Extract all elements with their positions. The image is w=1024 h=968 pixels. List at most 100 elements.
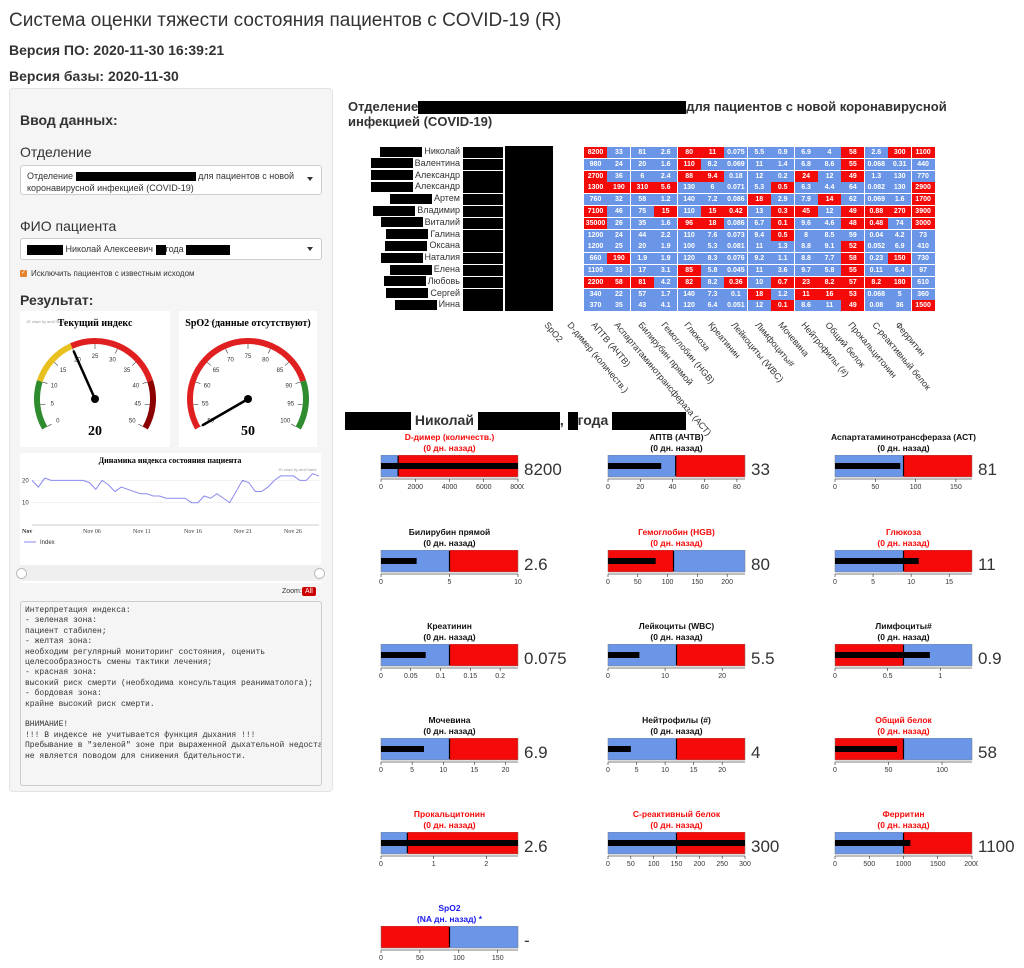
bullet-tick-label: 10	[661, 673, 669, 680]
bullet-tick-label: 100	[662, 579, 674, 586]
department-select[interactable]: Отделение для пациентов с новой коронави…	[20, 165, 322, 195]
bullet-range-high	[449, 644, 518, 666]
patient-heading: Николай , года	[345, 412, 687, 431]
bullet-tick-label: 1	[432, 861, 436, 868]
exclude-known-outcome-row: ✓ Исключить пациентов с известным исходо…	[20, 269, 195, 278]
heatmap-cell: 6.3	[794, 182, 818, 194]
heatmap-cell: 6.8	[794, 158, 818, 170]
heatmap-cell: 55	[841, 265, 865, 276]
heatmap-cell: 1200	[584, 241, 607, 253]
gauge-tick-label: 15	[60, 368, 67, 374]
gauge-tick	[195, 381, 201, 384]
heatmap-cell: 8.2	[701, 276, 724, 288]
bullet-tick-label: 80	[733, 484, 741, 491]
bullet-chart: 0 5 10	[379, 550, 522, 586]
gauge-tick	[131, 361, 137, 366]
scroll-handle-left[interactable]	[16, 568, 27, 579]
redacted-block	[463, 194, 503, 206]
lab-age: (0 дн. назад)	[877, 538, 930, 548]
heatmap-cell: 11	[794, 288, 818, 300]
bullet-tick-label: 2	[484, 861, 488, 868]
bullet-tick-label: 5	[448, 579, 452, 586]
heatmap-cell: 730	[911, 253, 935, 265]
heatmap-cell: 5.8	[818, 265, 841, 276]
heatmap-cell: 5.6	[654, 182, 678, 194]
heatmap-cell: 3.1	[654, 265, 678, 276]
heatmap-cell: 9.4	[747, 229, 771, 241]
lab-name: Лимфоциты#	[875, 621, 932, 631]
exclude-checkbox[interactable]: ✓	[20, 270, 27, 277]
heatmap-cell: 9.2	[747, 253, 771, 265]
gauge-tick	[193, 403, 199, 406]
scroll-handle-right[interactable]	[314, 568, 325, 579]
heatmap-patient-name: Наталия	[340, 252, 460, 263]
heatmap-cell: 4.6	[818, 217, 841, 229]
gauge-needle	[201, 397, 250, 427]
x-tick-label: Nov 21	[234, 529, 252, 535]
app-title: Система оценки тяжести состояния пациент…	[9, 10, 562, 31]
heatmap-cell: 190	[607, 253, 631, 265]
chart-scrollbar[interactable]	[16, 565, 325, 581]
lab-age: (0 дн. назад)	[877, 443, 930, 453]
heatmap-cell: 6	[630, 170, 654, 182]
lab-title: Гемоглобин (HGB) (0 дн. назад)	[567, 527, 787, 549]
heatmap-cell: 7.6	[701, 229, 724, 241]
bullet-value-bar	[381, 840, 518, 846]
heatmap-cell: 57	[841, 276, 865, 288]
heatmap-cell: 0.9	[771, 147, 795, 158]
chevron-down-icon	[307, 247, 313, 251]
heatmap-cell: 81	[630, 147, 654, 158]
lab-title: Билирубин прямой (0 дн. назад)	[340, 527, 560, 549]
bullet-tick-label: 20	[718, 767, 726, 774]
heatmap-cell: 0.045	[724, 265, 748, 276]
bullet-tick-label: 300	[739, 861, 751, 868]
bullet-chart: 0 2000 4000 6000 8000	[379, 455, 524, 491]
database-version: Версия базы: 2020-11-30	[9, 68, 179, 84]
redacted-block	[394, 300, 437, 311]
bullet-tick-label: 15	[471, 767, 479, 774]
heatmap-patient-first-name: Николай	[424, 146, 460, 156]
heatmap-cell: 150	[888, 253, 912, 265]
zoom-all-button[interactable]: All	[302, 587, 316, 596]
heatmap-cell: 760	[584, 194, 607, 206]
lab-name: Билирубин прямой	[408, 527, 491, 537]
bullet-tick-label: 6000	[476, 484, 492, 491]
heatmap-cell: 270	[888, 206, 912, 217]
heatmap-cell: 3000	[911, 217, 935, 229]
bullet-tick-label: 50	[871, 484, 879, 491]
heatmap-cell: 0.08	[864, 300, 888, 312]
gauge-tick-label: 80	[262, 358, 269, 364]
lab-name: Общий белок	[875, 715, 932, 725]
patient-select[interactable]: Николай Алексеевич года	[20, 238, 322, 260]
heatmap-cell: 140	[677, 194, 701, 206]
bullet-tick-label: 0	[833, 579, 837, 586]
patient-value-middle: Николай Алексеевич	[65, 244, 153, 254]
bullet-value-bar	[835, 558, 919, 564]
heatmap-cell: 1.9	[630, 253, 654, 265]
redacted-block	[612, 412, 687, 431]
heatmap-patient-first-name: Александр	[414, 169, 460, 180]
bullet-range-low	[381, 926, 450, 948]
redacted-block	[389, 193, 432, 204]
dynamics-svg: Динамика индекса состояния пациента JS ch…	[22, 456, 320, 546]
heatmap-cell: 130	[888, 170, 912, 182]
heatmap-cell: 0.1	[771, 217, 795, 229]
heatmap-cell: 15	[701, 206, 724, 217]
redacted-block	[389, 264, 432, 275]
heatmap-cell: 8.2	[864, 276, 888, 288]
redacted-block	[386, 229, 429, 240]
bullet-tick-label: 50	[627, 861, 635, 868]
gauge-band	[142, 380, 156, 430]
bullet-tick-label: 15	[690, 767, 698, 774]
heatmap-cell: 180	[888, 276, 912, 288]
lab-value: 58	[978, 743, 997, 762]
bullet-value-bar	[608, 558, 656, 564]
heatmap-cell: 0.052	[864, 241, 888, 253]
heatmap-cell: 24	[607, 158, 631, 170]
lab-title: D-димер (количеств.) (0 дн. назад)	[340, 432, 560, 454]
heatmap-cell: 1700	[911, 194, 935, 206]
heatmap-cell: 1.9	[654, 253, 678, 265]
lab-value: 0.075	[524, 649, 567, 668]
gauge-tick	[47, 423, 52, 427]
x-tick-label: Nov	[22, 529, 32, 535]
